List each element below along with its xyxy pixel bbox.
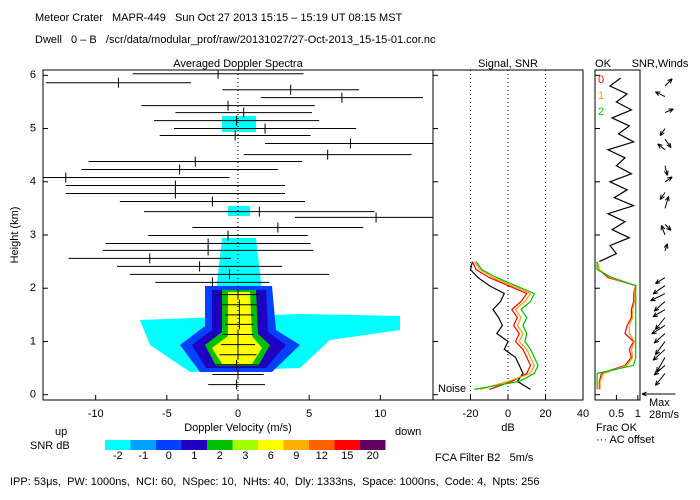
snr-x-label: dB <box>501 422 514 434</box>
footer-params: IPP: 53μs, PW: 1000ns, NCI: 60, NSpec: 1… <box>10 476 540 488</box>
colorbar-cell <box>156 440 182 450</box>
colorbar-level: 2 <box>217 450 223 462</box>
legend-entry: 1 <box>598 90 604 102</box>
wind-arrow <box>664 196 670 209</box>
legend-entry: 0 <box>598 74 604 86</box>
colorbar-level: 9 <box>293 450 299 462</box>
wind-arrow <box>657 143 666 151</box>
colorbar-cell <box>360 440 386 450</box>
spectra-title: Averaged Doppler Spectra <box>173 58 303 70</box>
colorbar-level: 0 <box>166 450 172 462</box>
wind-arrow <box>653 333 666 344</box>
profile-line <box>469 261 531 390</box>
y-tick-label: 3 <box>30 229 36 241</box>
wind-scale-arrow <box>641 391 676 397</box>
wind-arrow <box>663 165 669 176</box>
error-bars <box>43 70 433 390</box>
x-axis-label: Doppler Velocity (m/s) <box>184 422 292 434</box>
legend-entry: 2 <box>598 106 604 118</box>
y-axis-label: Height (km) <box>9 207 21 264</box>
colorbar-level: 3 <box>242 450 248 462</box>
ac-offset-note: ··· AC offset <box>596 434 654 446</box>
header-line2: Dwell 0 – B /scr/data/modular_prof/raw/2… <box>35 34 436 46</box>
colorbar-cell <box>334 440 360 450</box>
colorbar-cell <box>181 440 207 450</box>
wind-arrow <box>664 224 672 231</box>
wind-arrow <box>653 365 666 376</box>
x-tick-label: 40 <box>577 408 589 420</box>
y-tick-label: 4 <box>30 176 36 188</box>
colorbar-cell <box>283 440 309 450</box>
wind-arrow <box>653 301 666 312</box>
winds-title: SNR,Winds <box>632 58 689 70</box>
wind-scale-title: Max <box>649 397 670 409</box>
wind-arrow <box>652 349 666 361</box>
colorbar-level: 12 <box>316 450 328 462</box>
wind-arrow <box>655 91 666 98</box>
wind-arrow <box>664 78 673 87</box>
wind-arrow <box>652 285 666 295</box>
colorbar-cell <box>232 440 258 450</box>
wind-arrow <box>664 108 674 114</box>
colorbar-cell <box>258 440 284 450</box>
profile-line <box>471 261 532 390</box>
snr-title: Signal, SNR <box>478 58 538 70</box>
wind-arrow <box>660 225 666 236</box>
wind-arrow <box>654 317 666 330</box>
noise-label: Noise <box>438 383 466 395</box>
wind-scale-label: 28m/s <box>649 409 679 421</box>
up-label: up <box>55 426 67 438</box>
y-tick-label: 5 <box>30 122 36 134</box>
colorbar-level: -2 <box>113 450 123 462</box>
x-tick-label: 10 <box>374 408 386 420</box>
wind-arrow <box>659 128 666 137</box>
x-tick-label: 0 <box>235 408 241 420</box>
colorbar-level: -1 <box>138 450 148 462</box>
wind-arrow <box>654 277 666 285</box>
y-tick-label: 2 <box>30 282 36 294</box>
wind-arrow <box>664 138 672 149</box>
wind-arrow <box>659 192 666 201</box>
x-tick-label: -5 <box>162 408 172 420</box>
ok-title: OK <box>595 58 612 70</box>
profile-line <box>596 261 637 390</box>
wind-arrow <box>654 341 666 356</box>
y-tick-label: 0 <box>30 389 36 401</box>
spectra-field <box>140 116 400 372</box>
x-tick-label: 1 <box>635 408 641 420</box>
wind-arrow <box>656 357 666 373</box>
wind-arrow <box>654 373 666 386</box>
down-label: down <box>395 426 421 438</box>
colorbar-level: 20 <box>367 450 379 462</box>
profile-line <box>473 261 535 390</box>
y-tick-label: 6 <box>30 69 36 81</box>
header-line1: Meteor Crater MAPR-449 Sun Oct 27 2013 1… <box>35 12 403 24</box>
wind-arrow <box>664 176 673 183</box>
colorbar-level: 15 <box>341 450 353 462</box>
x-tick-label: -10 <box>88 408 104 420</box>
wind-arrow <box>650 293 666 302</box>
x-tick-label: -20 <box>463 408 479 420</box>
x-tick-label: 0 <box>505 408 511 420</box>
x-tick-label: 0.5 <box>609 408 624 420</box>
profile-line <box>599 77 636 263</box>
colorbar-cell <box>207 440 233 450</box>
colorbar-level: 1 <box>191 450 197 462</box>
profile-line <box>474 261 539 390</box>
y-tick-label: 1 <box>30 335 36 347</box>
frac-label: Frac OK <box>596 422 638 434</box>
colorbar-cell <box>130 440 156 450</box>
wind-arrow <box>652 309 666 318</box>
wind-arrow <box>651 325 666 335</box>
colorbar-level: 6 <box>268 450 274 462</box>
wind-arrow <box>663 243 669 252</box>
x-tick-label: 20 <box>539 408 551 420</box>
colorbar-cell <box>309 440 335 450</box>
x-tick-label: 5 <box>306 408 312 420</box>
colorbar-cell <box>105 440 131 450</box>
filter-label: FCA Filter B2 5m/s <box>435 452 534 464</box>
colorbar-label: SNR dB <box>30 440 70 452</box>
